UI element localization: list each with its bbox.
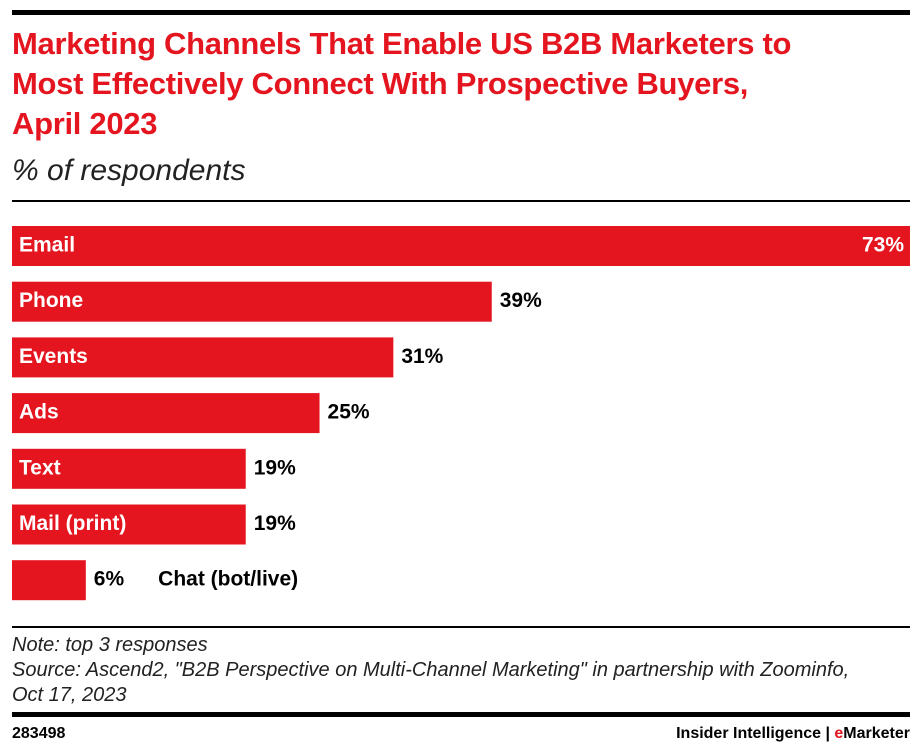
top-rule: [12, 10, 910, 15]
bar: [12, 393, 320, 434]
brand-text: Insider Intelligence |: [676, 725, 835, 742]
brand: Insider Intelligence | eMarketer: [676, 725, 910, 743]
bottom-rule: [12, 712, 910, 717]
source: Source: Ascend2, "B2B Perspective on Mul…: [12, 659, 850, 706]
category-label: Chat (bot/live): [158, 568, 298, 591]
divider: [12, 200, 910, 202]
divider: [12, 626, 910, 628]
chart: Email 73% Phone 39% Events 31% Ads 25% Text 19% Ma…: [12, 226, 910, 601]
category-label: Ads: [19, 401, 59, 424]
bar: [12, 226, 910, 266]
category-label: Events: [19, 345, 88, 368]
chart-id: 283498: [12, 725, 66, 742]
bar: [12, 504, 246, 545]
value-label: 25%: [328, 401, 370, 424]
value-label: 39%: [500, 289, 542, 312]
category-label: Phone: [19, 289, 83, 312]
category-label: Text: [19, 456, 61, 479]
brand-text: e: [834, 725, 844, 742]
category-label: Mail (print): [19, 512, 126, 535]
value-label: 31%: [401, 345, 443, 368]
brand-text: Marketer: [843, 725, 910, 742]
value-label: 19%: [254, 456, 296, 479]
value-label: 6%: [94, 568, 125, 591]
bar: [12, 448, 246, 489]
chart-subtitle: % of respondents: [12, 154, 246, 187]
note: Note: top 3 responses: [12, 634, 208, 656]
value-label: 73%: [862, 234, 904, 257]
chart-title: Marketing Channels That Enable US B2B Ma…: [12, 26, 792, 141]
category-label: Email: [19, 234, 75, 257]
bar: [12, 281, 492, 322]
value-label: 19%: [254, 512, 296, 535]
bar: [12, 337, 394, 378]
bar: [12, 560, 86, 601]
